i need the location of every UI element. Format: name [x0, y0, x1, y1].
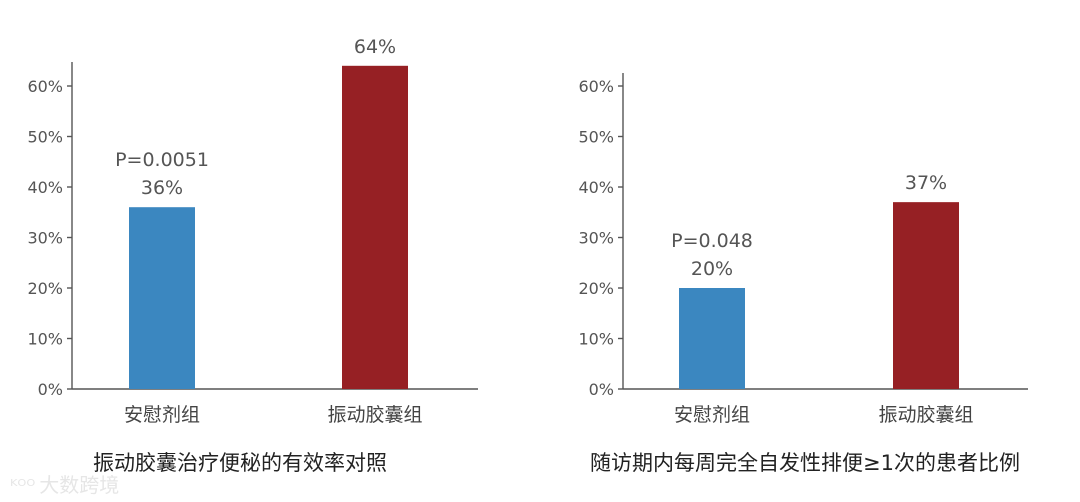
y-tick-label: 0% — [589, 380, 614, 399]
chart-title: 随访期内每周完全自发性排便≥1次的患者比例 — [590, 451, 1020, 475]
y-tick-label: 0% — [38, 380, 63, 399]
p-value-annotation: P=0.048 — [671, 230, 753, 252]
category-label: 振动胶囊组 — [327, 404, 422, 426]
y-tick-label: 50% — [27, 128, 63, 147]
bar — [679, 288, 745, 389]
y-tick-label: 60% — [27, 77, 63, 96]
y-tick-label: 10% — [27, 330, 63, 349]
y-tick-label: 40% — [578, 178, 614, 197]
data-label: 64% — [354, 36, 396, 58]
bar — [893, 202, 959, 389]
category-label: 安慰剂组 — [124, 404, 200, 426]
y-tick-label: 20% — [27, 279, 63, 298]
y-tick-label: 20% — [578, 279, 614, 298]
data-label: 37% — [905, 172, 947, 194]
watermark-text: 大数跨境 — [39, 473, 120, 497]
data-label: 20% — [691, 258, 733, 280]
y-tick-label: 50% — [578, 128, 614, 147]
bar — [342, 65, 408, 390]
p-value-annotation: P=0.0051 — [115, 149, 209, 171]
y-tick-label: 30% — [578, 229, 614, 248]
y-tick-label: 60% — [578, 77, 614, 96]
category-label: 振动胶囊组 — [878, 404, 973, 426]
y-tick-label: 40% — [27, 178, 63, 197]
category-label: 安慰剂组 — [674, 404, 750, 426]
chart-left: 0% 10% 20% 30% 40% 50% 60% 36% 安慰剂组 64% 振动胶囊组 P=0.0… — [27, 36, 478, 475]
logo-mark-icon: ᴷᴼᴼ — [10, 476, 36, 497]
y-tick-label: 30% — [27, 229, 63, 248]
data-label: 36% — [141, 177, 183, 199]
chart-title: 振动胶囊治疗便秘的有效率对照 — [93, 451, 387, 475]
watermark: ᴷᴼᴼ 大数跨境 — [10, 469, 119, 498]
chart-right: 0% 10% 20% 30% 40% 50% 60% 20% 安慰剂组 37% 振动胶囊组 P=0.0… — [578, 73, 1028, 475]
bar — [129, 207, 195, 389]
y-tick-label: 10% — [578, 330, 614, 349]
